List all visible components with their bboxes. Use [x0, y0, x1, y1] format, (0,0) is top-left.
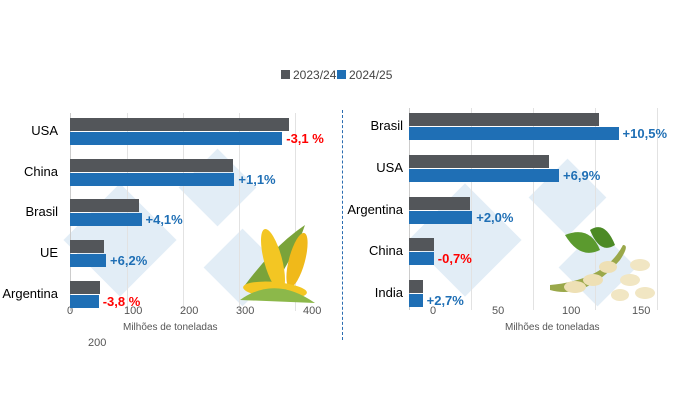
bar-2024-25: [70, 254, 107, 268]
gridline: [471, 108, 472, 311]
x-axis-title-soy: Milhões de toneladas: [505, 322, 600, 333]
gridline: [295, 113, 296, 311]
bar-2023-24: [70, 158, 233, 172]
gridline: [239, 113, 240, 311]
gridline: [657, 108, 658, 311]
change-label: +6,2%: [110, 253, 148, 269]
change-label: +4,1%: [145, 212, 183, 228]
bar-2024-25: [70, 294, 99, 308]
bar-2023-24: [409, 154, 550, 168]
bar-2023-24: [409, 238, 434, 252]
bar-2023-24: [70, 280, 100, 294]
x-tick-label: 50: [492, 305, 505, 317]
bar-2023-24: [70, 240, 104, 254]
bar-2024-25: [409, 294, 423, 308]
category-label: Argentina: [2, 285, 58, 301]
stray-label: 200: [88, 337, 107, 349]
bar-2023-24: [409, 113, 599, 126]
category-label: USA: [31, 123, 58, 138]
x-tick-label: 0: [67, 305, 74, 317]
category-label: UE: [39, 245, 58, 261]
change-label: +10,5%: [622, 126, 667, 141]
x-tick-label: 100: [124, 305, 143, 317]
bar-2023-24: [70, 199, 139, 213]
x-tick-label: 0: [430, 305, 437, 317]
category-label: China: [369, 243, 403, 259]
legend-swatch-2024-25: [337, 70, 346, 79]
category-label: USA: [376, 159, 403, 175]
bar-2024-25: [409, 168, 560, 182]
legend-label-2023-24: 2023/24: [293, 68, 337, 82]
change-label: +1,1%: [238, 171, 276, 187]
category-label: India: [374, 285, 403, 301]
change-label: +6,9%: [563, 167, 601, 183]
x-tick-label: 400: [303, 305, 322, 317]
category-label: Argentina: [347, 201, 403, 217]
change-label: +2,0%: [476, 209, 514, 225]
bar-2024-25: [70, 172, 235, 186]
change-label: -0,7%: [437, 251, 472, 267]
gridline: [183, 113, 184, 311]
bar-2024-25: [409, 210, 473, 224]
change-label: -3,1 %: [286, 131, 324, 146]
x-tick-label: 100: [562, 305, 581, 317]
x-axis-title-corn: Milhões de toneladas: [123, 322, 218, 333]
x-tick-label: 300: [236, 305, 255, 317]
bar-2024-25: [70, 213, 142, 227]
gridline: [533, 108, 534, 311]
bar-2023-24: [409, 196, 470, 210]
change-label: +2,7%: [426, 293, 464, 309]
bar-2024-25: [409, 127, 619, 140]
category-label: Brasil: [370, 118, 403, 133]
category-label: China: [24, 163, 58, 179]
soybean-illustration: [550, 227, 655, 301]
gridline: [595, 108, 596, 311]
category-label: Brasil: [25, 204, 58, 220]
bar-2024-25: [409, 252, 434, 266]
legend-swatch-2023-24: [281, 70, 290, 79]
x-tick-label: 200: [180, 305, 199, 317]
bar-2024-25: [70, 132, 283, 145]
corn-illustration: [240, 225, 315, 303]
legend-label-2024-25: 2024/25: [349, 68, 393, 82]
change-label: -3,8 %: [102, 293, 141, 309]
bar-2023-24: [70, 118, 289, 131]
x-tick-label: 150: [632, 305, 651, 317]
bar-2023-24: [409, 280, 423, 294]
chart-divider: [342, 110, 343, 340]
